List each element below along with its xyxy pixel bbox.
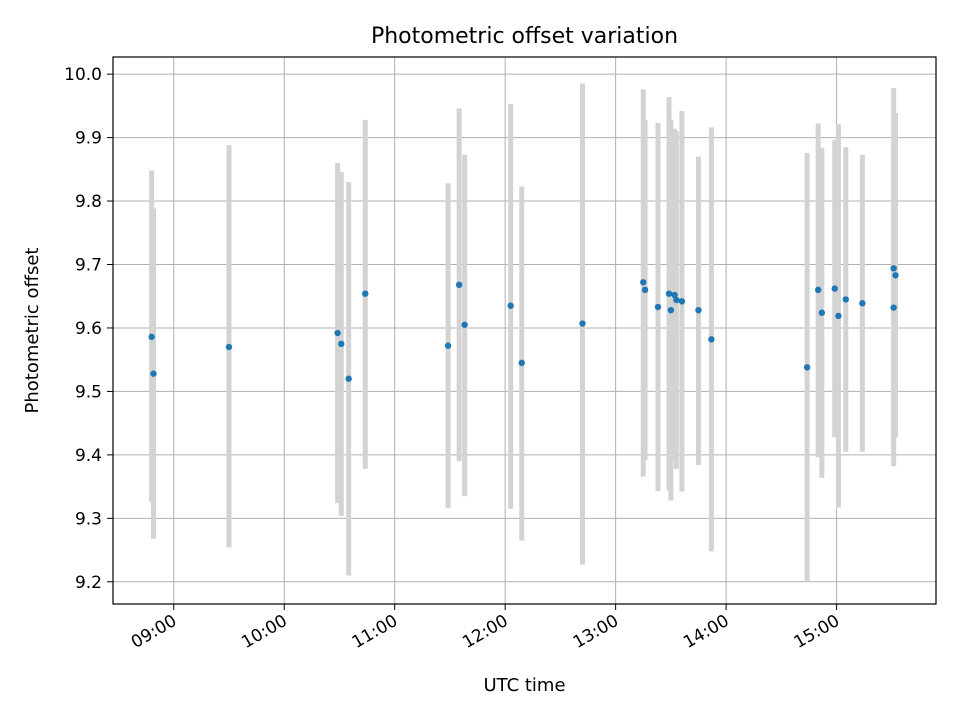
- data-point: [362, 290, 369, 297]
- y-axis-ticks: 9.2 9.3 9.4 9.5 9.6 9.7 9.8 9.9 10.0: [64, 65, 113, 593]
- data-point: [579, 320, 586, 327]
- data-point: [803, 364, 811, 371]
- x-axis-label: UTC time: [483, 675, 565, 696]
- data-point: [640, 279, 647, 286]
- x-tick-label: 13:00: [570, 611, 622, 653]
- data-point: [831, 285, 838, 292]
- data-point: [518, 359, 525, 367]
- data-point: [814, 286, 822, 294]
- data-point: [507, 302, 514, 309]
- data-point: [892, 272, 899, 279]
- data-point: [461, 321, 468, 328]
- data-point: [708, 336, 715, 343]
- y-axis-label: Photometric offset: [22, 248, 43, 414]
- data-point: [150, 370, 157, 377]
- x-tick-label: 12:00: [459, 611, 511, 653]
- y-tick-label: 10.0: [64, 65, 102, 85]
- y-tick-label: 9.2: [75, 573, 102, 593]
- data-point: [859, 300, 866, 307]
- data-point: [225, 343, 233, 351]
- x-tick-label: 11:00: [349, 611, 401, 653]
- x-axis-ticks: 09:00 10:00 11:00 12:00 13:00 14:00 15:00: [128, 604, 843, 653]
- y-tick-label: 9.3: [75, 509, 102, 529]
- data-point: [842, 296, 849, 303]
- data-point: [673, 296, 680, 304]
- chart-title: Photometric offset variation: [371, 24, 678, 49]
- data-point: [671, 291, 678, 299]
- y-tick-label: 9.9: [75, 129, 102, 149]
- data-point: [334, 329, 341, 337]
- y-tick-label: 9.5: [75, 382, 102, 402]
- x-tick-label: 10:00: [238, 611, 290, 653]
- x-tick-label: 14:00: [680, 611, 732, 653]
- data-point: [667, 306, 675, 314]
- data-point: [455, 281, 463, 289]
- data-point: [654, 303, 662, 311]
- data-point: [818, 309, 826, 316]
- data-point: [444, 342, 452, 349]
- data-point: [338, 340, 345, 348]
- y-tick-label: 9.8: [75, 192, 102, 212]
- y-tick-label: 9.7: [75, 256, 102, 276]
- data-point: [345, 375, 352, 382]
- data-point: [148, 333, 155, 341]
- data-point: [641, 286, 649, 294]
- data-point: [835, 312, 842, 320]
- y-tick-label: 9.6: [75, 319, 102, 339]
- error-bars: [149, 83, 898, 582]
- data-point: [890, 265, 897, 272]
- data-point: [665, 290, 673, 297]
- x-tick-label: 09:00: [128, 611, 180, 653]
- data-point: [678, 298, 686, 305]
- data-points: [148, 265, 899, 382]
- y-tick-label: 9.4: [75, 446, 102, 466]
- data-point: [890, 304, 897, 311]
- data-point: [695, 306, 702, 314]
- plot-area-frame: [112, 56, 937, 605]
- grid-lines: [113, 57, 936, 604]
- x-tick-label: 15:00: [791, 611, 843, 653]
